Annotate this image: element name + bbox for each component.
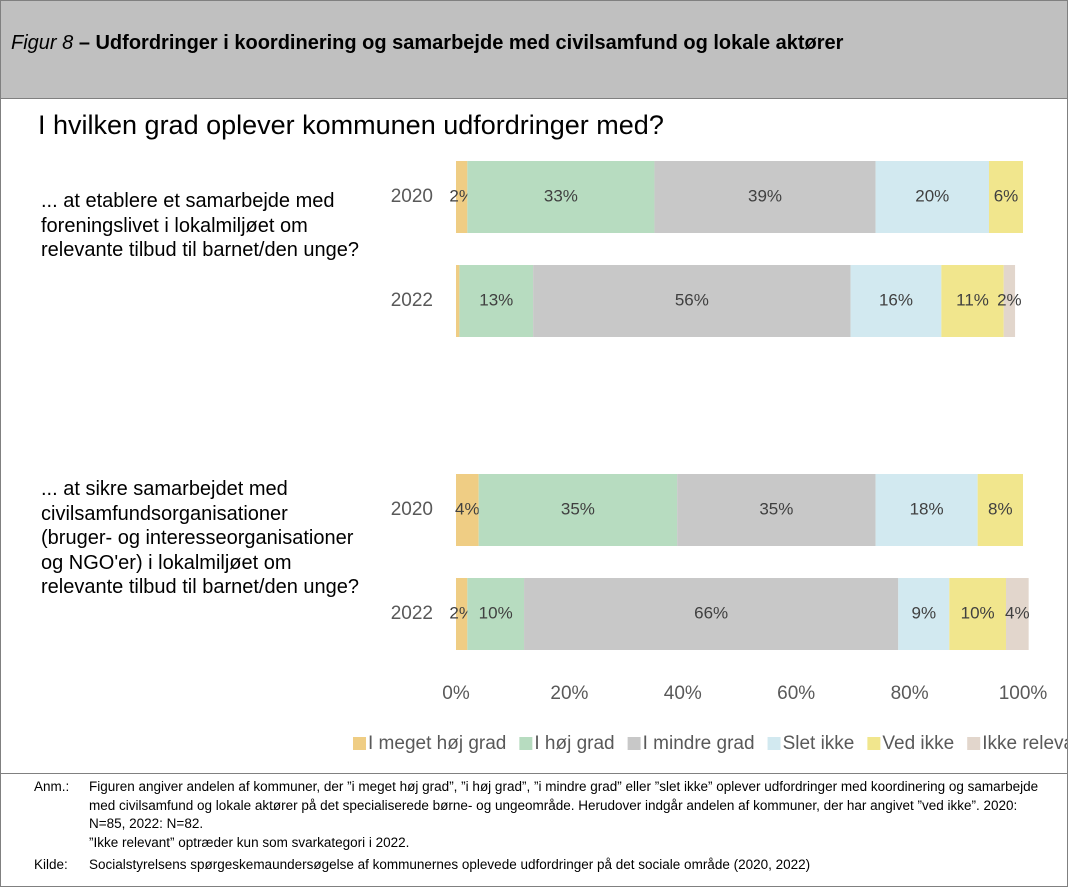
data-label: 35% (561, 499, 595, 518)
legend-swatch (519, 737, 533, 750)
bar-segment (456, 265, 460, 337)
data-label: 8% (988, 499, 1013, 518)
data-label: 56% (675, 290, 709, 309)
legend-label: Ikke relevant (982, 733, 1067, 754)
bar-segment (977, 474, 1023, 546)
data-label: 10% (479, 603, 513, 622)
bar-segment (875, 161, 989, 233)
data-label: 13% (479, 290, 513, 309)
legend-label: Ved ikke (882, 733, 954, 754)
bar-segment (524, 578, 899, 650)
data-label: 18% (910, 499, 944, 518)
bar-segment (988, 161, 1023, 233)
chart: I hvilken grad oplever kommunen udfordri… (38, 110, 1067, 754)
bar-segment (533, 265, 851, 337)
bar-segment (467, 161, 655, 233)
note: Kilde: Socialstyrelsens spørgeskemaunders… (1, 852, 1049, 875)
bar-segment (949, 578, 1006, 650)
bar-segment (478, 474, 678, 546)
note-label: Anm.: (34, 779, 70, 794)
legend-swatch (867, 737, 881, 750)
figure-caption: Figur 8 – Udfordringer i koordinering og… (11, 32, 843, 55)
group-label: ... at sikre samarbejdet med civilsamfun… (41, 478, 360, 598)
group-label: ... at etablere et samarbejde med foreni… (41, 190, 360, 261)
bar-segment (456, 578, 468, 650)
note-text: ”Ikke relevant” optræder kun som svarkat… (89, 834, 410, 850)
legend-label: I høj grad (534, 733, 614, 754)
bar-segment (654, 161, 876, 233)
bar-segment (467, 578, 525, 650)
bar-segment (898, 578, 950, 650)
data-label: 20% (915, 186, 949, 205)
legend-label: I mindre grad (643, 733, 755, 754)
legend-swatch (353, 737, 366, 750)
note-text: Figuren angiver andelen af kommuner, der… (89, 779, 1039, 831)
bar-segment (677, 474, 876, 546)
x-tick-label: 20% (550, 683, 588, 704)
data-label: 66% (694, 603, 728, 622)
bar-segment (459, 265, 534, 337)
bar-segment (456, 161, 468, 233)
x-tick-label: 40% (664, 683, 702, 704)
x-tick-label: 100% (999, 683, 1048, 704)
data-label: 11% (956, 290, 989, 309)
data-label: 16% (879, 290, 913, 309)
x-tick-label: 0% (442, 683, 470, 704)
y-tick-label: 2020 (391, 186, 433, 207)
figure-label: Figur 8 (11, 32, 74, 54)
bar-segment (941, 265, 1004, 337)
y-tick-label: 2022 (391, 603, 433, 624)
y-tick-label: 2022 (391, 290, 433, 311)
note-label: Kilde: (34, 857, 68, 872)
notes: Anm.: Figuren angiver andelen af kommuner… (1, 773, 1067, 875)
bar-segment (1003, 265, 1016, 337)
legend-label: I meget høj grad (368, 733, 506, 754)
legend-swatch (767, 737, 781, 750)
bar-segment (850, 265, 942, 337)
y-tick-label: 2020 (391, 499, 433, 520)
note: Anm.: Figuren angiver andelen af kommuner… (1, 774, 1049, 852)
bar-segment (875, 474, 978, 546)
legend-swatch (627, 737, 641, 750)
figure-header: Figur 8 – Udfordringer i koordinering og… (1, 1, 1067, 99)
data-label: 4% (455, 499, 480, 518)
note-text: Socialstyrelsens spørgeskemaundersøgelse… (89, 857, 811, 872)
x-tick-label: 80% (891, 683, 929, 704)
bar-segment (456, 474, 479, 546)
data-label: 39% (748, 186, 782, 205)
data-label: 33% (544, 186, 578, 205)
data-label: 2% (997, 290, 1022, 309)
x-tick-label: 60% (777, 683, 815, 704)
data-label: 9% (911, 603, 936, 622)
chart-title: I hvilken grad oplever kommunen udfordri… (38, 110, 664, 140)
legend-swatch (967, 737, 981, 750)
figure-title: – Udfordringer i koordinering og samarbe… (78, 32, 844, 54)
bar-segment (1005, 578, 1029, 650)
legend-label: Slet ikke (783, 733, 855, 754)
data-label: 35% (759, 499, 793, 518)
data-label: 10% (961, 603, 995, 622)
data-label: 6% (994, 186, 1019, 205)
data-label: 4% (1005, 603, 1030, 622)
